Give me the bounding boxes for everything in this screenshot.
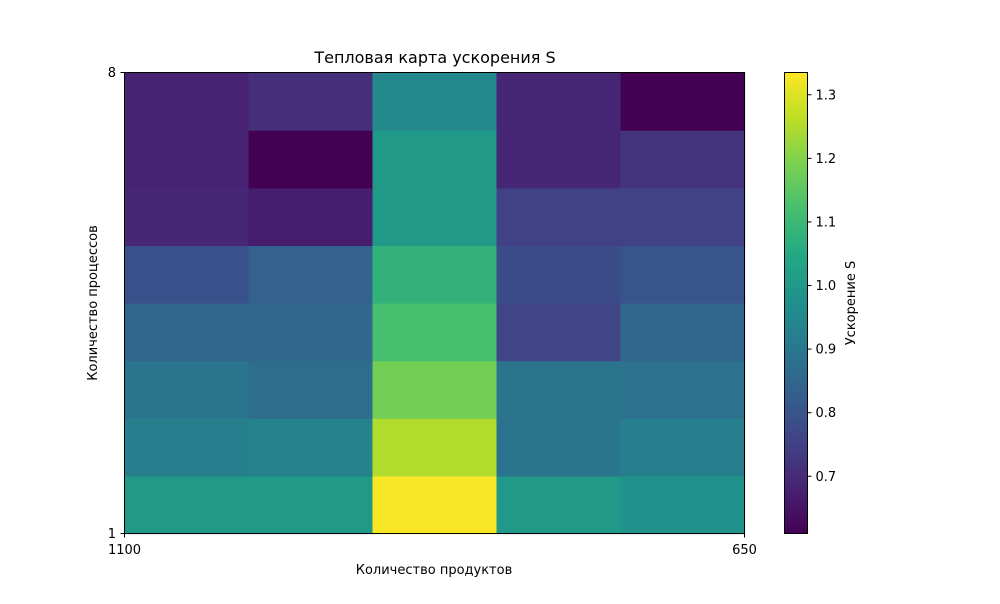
x-axis-label: Количество продуктов (356, 563, 513, 578)
heatmap-cell (620, 130, 746, 189)
heatmap-cell (620, 303, 746, 362)
x-tick-label-right: 650 (732, 543, 757, 558)
colorbar-ticks: 0.7 0.8 0.9 1.0 1.1 1.2 1.3 (807, 88, 837, 485)
heatmap-cell (124, 72, 250, 131)
heatmap-cell (248, 303, 374, 362)
heatmap-cell (372, 303, 498, 362)
heatmap-cell (496, 475, 622, 535)
heatmap-cell (372, 360, 498, 419)
heatmap-cell (372, 72, 498, 131)
colorbar-tick-label: 0.8 (816, 406, 837, 421)
heatmap-cell (496, 187, 622, 246)
heatmap-cell (620, 72, 746, 131)
heatmap-cells (124, 72, 746, 535)
heatmap-cell (496, 245, 622, 304)
heatmap-cell (124, 245, 250, 304)
heatmap-cell (124, 303, 250, 362)
heatmap-cell (248, 475, 374, 535)
heatmap-cell (496, 72, 622, 131)
heatmap-cell (620, 418, 746, 477)
axis-ticks: 1100 650 1 8 (108, 66, 757, 558)
heatmap-cell (124, 187, 250, 246)
x-tick-label-left: 1100 (108, 543, 141, 558)
heatmap-cell (248, 130, 374, 189)
heatmap-cell (248, 187, 374, 246)
chart-title: Тепловая карта ускорения S (313, 48, 555, 67)
heatmap-cell (124, 130, 250, 189)
heatmap-cell (248, 418, 374, 477)
colorbar-tick-label: 0.9 (816, 343, 837, 358)
colorbar-tick-label: 1.0 (816, 279, 837, 294)
y-tick-label-bottom: 1 (108, 527, 116, 542)
heatmap-cell (496, 130, 622, 189)
heatmap-cell (372, 245, 498, 304)
heatmap-cell (124, 418, 250, 477)
heatmap-cell (620, 245, 746, 304)
heatmap-cell (372, 130, 498, 189)
colorbar-tick-label: 0.7 (816, 470, 837, 485)
heatmap-cell (372, 187, 498, 246)
heatmap-cell (248, 360, 374, 419)
heatmap-cell (248, 245, 374, 304)
heatmap-cell (620, 475, 746, 535)
heatmap-cell (620, 360, 746, 419)
colorbar-tick-label: 1.1 (816, 215, 837, 230)
heatmap-cell (124, 360, 250, 419)
heatmap-cell (372, 418, 498, 477)
heatmap-cell (248, 72, 374, 131)
heatmap-cell (496, 360, 622, 419)
heatmap-cell (124, 475, 250, 535)
colorbar-tick-label: 1.3 (816, 88, 837, 103)
heatmap-cell (372, 475, 498, 535)
colorbar-tick-label: 1.2 (816, 152, 837, 167)
plot-frame (124, 72, 745, 534)
y-axis-label: Количество процессов (86, 225, 101, 381)
y-tick-label-top: 8 (108, 66, 116, 81)
colorbar (784, 72, 808, 534)
heatmap-cell (496, 418, 622, 477)
heatmap-cell (496, 303, 622, 362)
heatmap-cell (620, 187, 746, 246)
colorbar-label: Ускорение S (844, 261, 859, 345)
